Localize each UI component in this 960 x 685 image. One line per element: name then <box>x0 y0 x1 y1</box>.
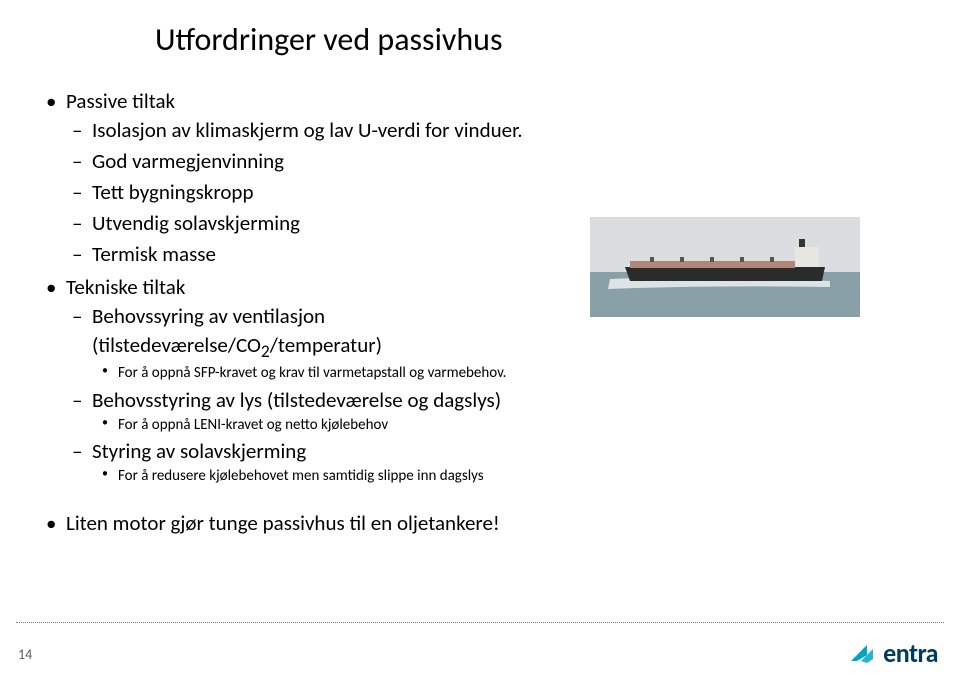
bridge <box>795 247 819 267</box>
bullet-lvl2: Tett bygningskropp <box>66 178 580 207</box>
subscript: 2 <box>261 340 270 362</box>
bullet-lvl3: For å oppnå LENI-kravet og netto kjølebe… <box>92 415 580 436</box>
deck-fitting <box>740 257 744 262</box>
deck <box>630 261 795 268</box>
bullet-lvl1: Liten motor gjør tunge passivhus til en … <box>40 509 580 538</box>
bullet-lvl3: For å redusere kjølebehovet men samtidig… <box>92 466 580 487</box>
divider-dotted <box>16 622 944 623</box>
bullet-lvl2: Behovsstyring av lys (tilstedeværelse og… <box>66 386 580 436</box>
bullet-lvl2: Styring av solavskjerming For å redusere… <box>66 437 580 487</box>
deck-fitting <box>710 257 714 262</box>
hull <box>625 267 825 281</box>
bullet-text: Tekniske tiltak <box>66 274 185 300</box>
bullet-lvl1: Tekniske tiltak Behovssyring av ventilas… <box>40 273 580 487</box>
funnel <box>799 239 805 247</box>
bullet-lvl3: For å oppnå SFP-kravet og krav til varme… <box>92 363 580 384</box>
deck-fitting <box>650 257 654 262</box>
bullet-lvl2: Termisk masse <box>66 240 580 269</box>
bullet-lvl2: Utvendig solavskjerming <box>66 209 580 238</box>
slide-title: Utfordringer ved passivhus <box>155 20 920 59</box>
bullet-lvl2: Isolasjon av klimaskjerm og lav U-verdi … <box>66 116 580 145</box>
bullet-text: Styring av solavskjerming <box>92 438 306 464</box>
bullet-content: Passive tiltak Isolasjon av klimaskjerm … <box>40 87 580 542</box>
bullet-lvl2: God varmegjenvinning <box>66 147 580 176</box>
page-number: 14 <box>18 646 32 663</box>
logo-mark-icon <box>847 641 877 665</box>
deck-fitting <box>680 257 684 262</box>
bullet-text: Passive tiltak <box>66 88 175 114</box>
bullet-lvl2: Behovssyring av ventilasjon (tilstedevær… <box>66 302 580 384</box>
entra-logo: entra <box>847 637 938 669</box>
bullet-text: Behovsstyring av lys (tilstedeværelse og… <box>92 387 501 413</box>
ship-photo <box>590 217 860 317</box>
bullet-lvl1: Passive tiltak Isolasjon av klimaskjerm … <box>40 87 580 269</box>
deck-fitting <box>770 257 774 262</box>
bullet-text: /temperatur) <box>270 332 382 358</box>
logo-text: entra <box>883 637 938 669</box>
